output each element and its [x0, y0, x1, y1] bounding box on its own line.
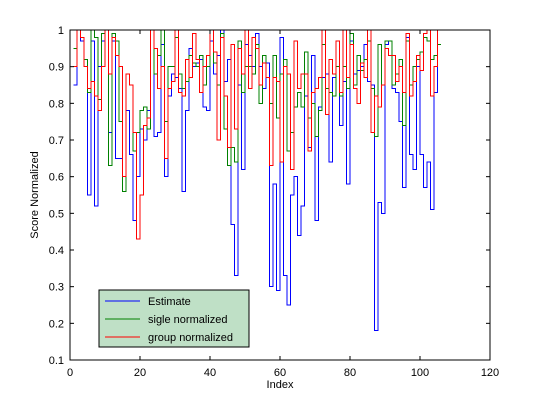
y-tick-label: 1: [58, 25, 64, 37]
x-axis-label: Index: [267, 379, 294, 391]
y-tick-label: 0.6: [49, 172, 64, 184]
series-line-2: [73, 29, 441, 240]
x-tick-label: 60: [274, 367, 286, 379]
y-tick-label: 0.5: [49, 208, 64, 220]
x-tick-label: 100: [411, 367, 429, 379]
y-tick-label: 0.8: [49, 98, 64, 110]
x-tick-label: 0: [67, 367, 73, 379]
legend-label: Estimate: [148, 296, 191, 308]
y-axis-label: Score Normalized: [29, 151, 41, 238]
y-tick-label: 0.3: [49, 282, 64, 294]
legend-label: sigle normalized: [148, 314, 227, 326]
ticks-layer: 0 20 40 60 80 100 120 0.1 0.2 0.3 0.4 0.5 0.6 0.7 0.8 0…: [49, 25, 499, 379]
x-tick-label: 80: [344, 367, 356, 379]
y-tick-label: 0.1: [49, 355, 64, 367]
x-tick-label: 120: [481, 367, 499, 379]
series-layer: [73, 29, 441, 332]
y-tick-label: 0.7: [49, 135, 64, 147]
legend-label: group normalized: [148, 332, 233, 344]
y-tick-label: 0.9: [49, 62, 64, 74]
legend: Estimate sigle normalized group normalized: [98, 289, 250, 348]
x-tick-label: 20: [134, 367, 146, 379]
y-tick-label: 0.4: [49, 245, 64, 257]
x-tick-label: 40: [204, 367, 216, 379]
series-line-1: [73, 29, 441, 192]
y-tick-label: 0.2: [49, 318, 64, 330]
